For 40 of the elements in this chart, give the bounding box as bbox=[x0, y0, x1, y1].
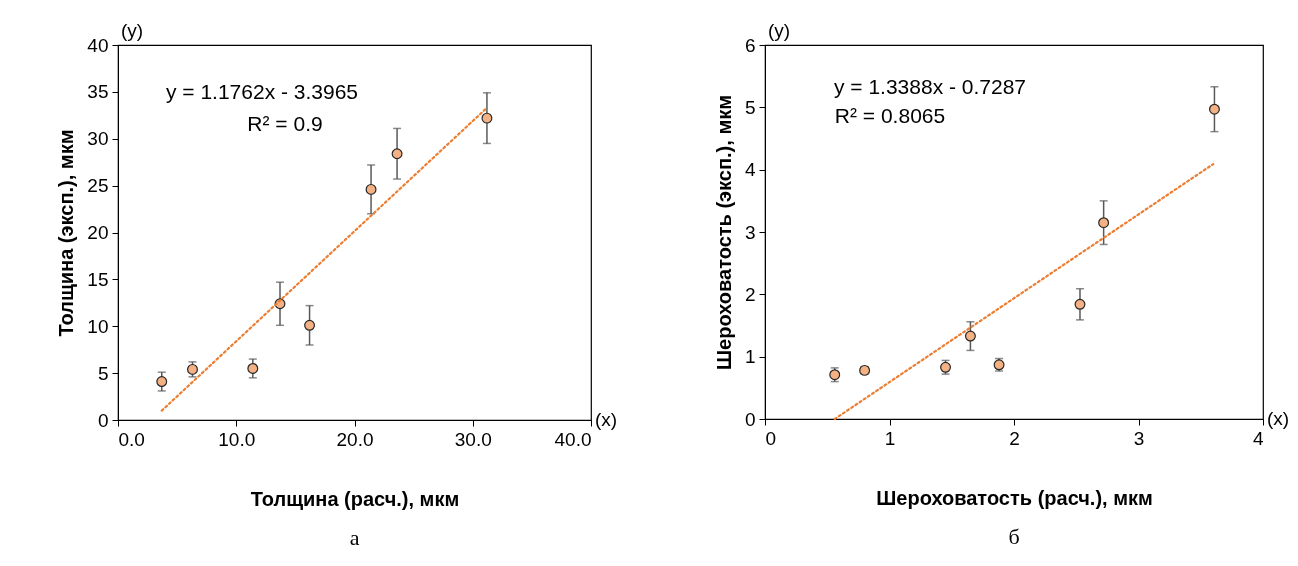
y-tick-label: 25 bbox=[87, 175, 109, 197]
annotation: R² = 0.9 bbox=[247, 112, 323, 135]
text: (y) bbox=[120, 20, 144, 41]
x-tick-label: 4 bbox=[1252, 427, 1264, 449]
y-tick-label: 2 bbox=[744, 283, 756, 305]
x-tick-label: 10.0 bbox=[218, 428, 256, 450]
y-tick-label: 0 bbox=[744, 408, 756, 430]
y-tick-label: 15 bbox=[87, 268, 109, 290]
annotation: y = 1.1762x - 3.3965 bbox=[165, 80, 359, 103]
y-tick-label: 0 bbox=[97, 409, 109, 431]
y-tick-label: 1 bbox=[744, 346, 756, 368]
x-tick-label: 0 bbox=[765, 427, 777, 449]
y-axis-title: Шероховатость (эксп.), мкм bbox=[712, 95, 735, 370]
annotation: y = 1.3388x - 0.7287 bbox=[833, 75, 1027, 98]
x-tick-label: 1 bbox=[884, 427, 896, 449]
y-tick-label: 4 bbox=[744, 159, 756, 181]
text: (x) bbox=[1267, 408, 1290, 429]
text: (y) bbox=[767, 20, 791, 41]
x-axis-title: Толщина (расч.), мкм bbox=[250, 487, 460, 510]
y-tick-label: 5 bbox=[97, 362, 109, 384]
y-tick-label: 3 bbox=[744, 221, 756, 243]
y-tick-label: 5 bbox=[744, 96, 756, 118]
x-tick-label: 0.0 bbox=[118, 428, 145, 450]
y-tick-label: 10 bbox=[87, 315, 109, 337]
y-tick-label: 30 bbox=[87, 128, 109, 150]
text: (x) bbox=[595, 409, 618, 430]
y-tick-label: 20 bbox=[87, 222, 109, 243]
y-tick-label: 6 bbox=[744, 34, 756, 56]
x-tick-label: 40.0 bbox=[554, 428, 592, 450]
x-tick-label: 30.0 bbox=[454, 428, 492, 450]
text: б bbox=[1008, 524, 1020, 549]
x-tick-label: 3 bbox=[1133, 427, 1145, 449]
y-tick-label: 35 bbox=[87, 81, 109, 103]
x-axis-title: Шероховатость (расч.), мкм bbox=[876, 486, 1153, 509]
x-tick-label: 20.0 bbox=[336, 428, 374, 450]
y-tick-label: 40 bbox=[87, 34, 109, 56]
text: а bbox=[349, 525, 360, 550]
x-tick-label: 2 bbox=[1009, 427, 1020, 449]
y-axis-title: Толщина (эксп.), мкм bbox=[55, 129, 78, 337]
annotation: R² = 0.8065 bbox=[834, 104, 946, 127]
